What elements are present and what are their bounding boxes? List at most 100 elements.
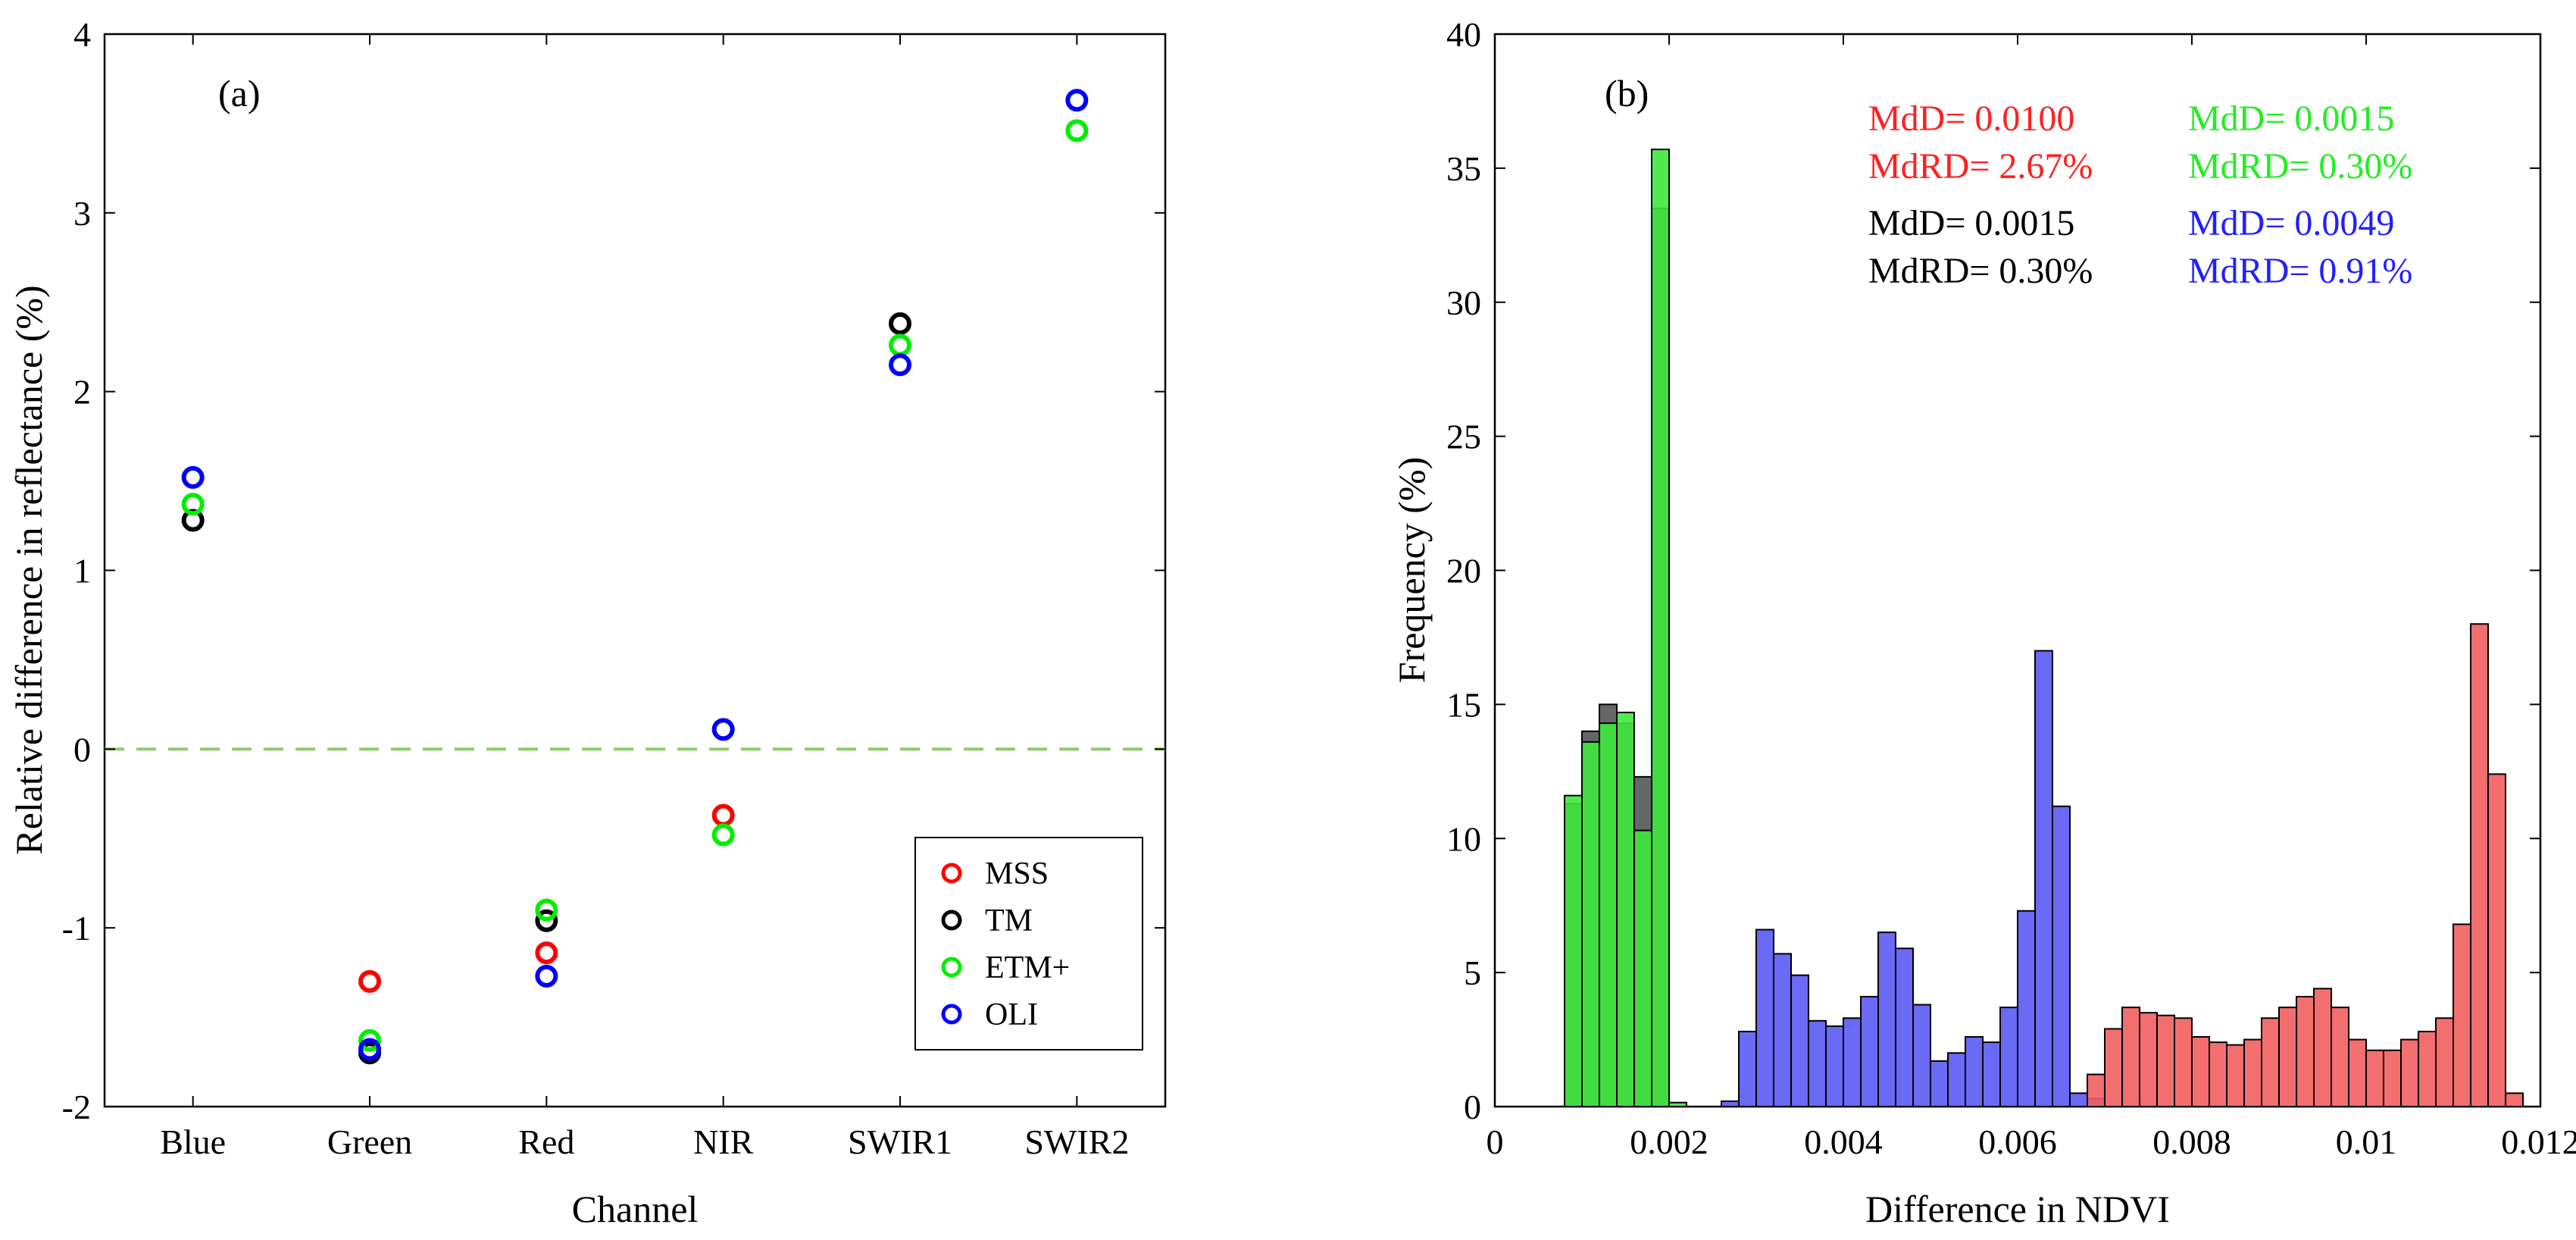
marker-etm-swir1 (889, 333, 911, 357)
panel-b-label: (b) (1605, 72, 1649, 114)
annotation-mdrd-0-30: MdRD= 0.30% (2188, 146, 2412, 186)
bar-oli (2034, 650, 2053, 1107)
y-tick-label: 10 (1446, 819, 1481, 858)
y-tick-label: 3 (73, 194, 91, 233)
panel-b-y-axis-label: Frequency (%) (1390, 457, 1433, 684)
bar-oli (1877, 932, 1896, 1107)
bar-mss (2348, 1038, 2367, 1107)
y-tick-label: 5 (1464, 953, 1481, 992)
bar-mss (2505, 1092, 2524, 1107)
marker-oli-red (535, 964, 558, 988)
bar-mss (2104, 1028, 2123, 1107)
bar-etm (1633, 829, 1652, 1107)
bar-oli (1930, 1060, 1949, 1108)
bar-mss (2139, 1012, 2158, 1107)
bar-mss (2435, 1017, 2454, 1107)
legend-marker-oli (941, 1004, 962, 1025)
bar-etm (1668, 1101, 1687, 1107)
x-tick-label: 0.004 (1804, 1123, 1883, 1161)
y-tick-label: 20 (1446, 552, 1481, 590)
bar-mss (2418, 1030, 2437, 1107)
bar-oli (1912, 1004, 1931, 1107)
marker-etm-blue (181, 493, 205, 516)
bar-etm (1564, 794, 1583, 1108)
bar-etm (1616, 711, 1635, 1107)
bar-oli (1738, 1030, 1757, 1107)
annotation-mdd-0-0015: MdD= 0.0015 (1868, 203, 2074, 243)
bar-oli (1721, 1100, 1740, 1108)
bar-mss (2243, 1038, 2262, 1107)
bar-mss (2174, 1017, 2193, 1107)
marker-etm-nir (711, 823, 735, 847)
panel-b-y-axis: 0 5 10 15 20 25 30 35 40 (1446, 15, 2540, 1126)
y-tick-label: 25 (1446, 418, 1481, 456)
x-tick-label: 0.012 (2501, 1123, 2576, 1161)
x-tick-label-swir1: SWIR1 (848, 1123, 952, 1161)
y-tick-label: 0 (73, 730, 91, 769)
bar-mss (2278, 1007, 2297, 1108)
bar-mss (2209, 1041, 2227, 1107)
y-tick-label: 1 (73, 552, 91, 590)
annotation-mdrd-2-67: MdRD= 2.67% (1868, 146, 2093, 186)
bar-mss (2400, 1038, 2419, 1107)
panel-a-markers (181, 89, 1089, 1065)
legend-label-etm: ETM+ (985, 950, 1070, 985)
bar-mss (2365, 1049, 2384, 1108)
bar-mss (2226, 1044, 2245, 1107)
panel-b-x-axis: 0 0.002 0.004 0.006 0.008 0.01 0.012 (1487, 34, 2576, 1161)
bar-mss (2313, 988, 2332, 1107)
bar-oli (2069, 1092, 2088, 1107)
bar-mss (2296, 995, 2315, 1108)
y-tick-label: 40 (1446, 15, 1481, 54)
bar-oli (1773, 953, 1792, 1108)
x-tick-label: 0 (1487, 1123, 1504, 1161)
marker-etm-red (535, 898, 558, 922)
marker-tm-red (535, 909, 558, 932)
marker-oli-swir2 (1065, 89, 1089, 112)
x-tick-label-swir2: SWIR2 (1024, 1123, 1129, 1161)
y-tick-label: 4 (73, 15, 91, 54)
bar-oli (1947, 1052, 1966, 1107)
panel-a-y-axis-label: Relative difference in reflectance (%) (8, 285, 50, 854)
panel-b-annotations: MdD= 0.0100 MdRD= 2.67% MdD= 0.0015 MdRD= 0… (1868, 99, 2412, 291)
x-tick-label-nir: NIR (693, 1123, 754, 1161)
bar-oli (1982, 1041, 2001, 1107)
x-tick-label: 0.006 (1978, 1123, 2057, 1161)
marker-etm-green (358, 1029, 381, 1052)
legend-marker-etm (941, 957, 962, 978)
panel-a-x-axis: Blue Green Red NIR SWIR1 SWIR2 (160, 34, 1129, 1161)
legend-label-oli: OLI (985, 997, 1038, 1032)
bar-oli (1895, 947, 1914, 1107)
bar-mss (2453, 923, 2471, 1107)
y-tick-label: 30 (1446, 283, 1481, 322)
panel-b-histogram-bars (1564, 149, 2524, 1108)
legend-marker-mss (941, 863, 962, 884)
bar-mss (2383, 1049, 2402, 1108)
y-tick-label: -2 (62, 1088, 91, 1126)
bar-oli (1790, 974, 1809, 1107)
marker-mss-red (535, 941, 558, 965)
x-tick-label-blue: Blue (160, 1123, 226, 1161)
annotation-mdd-0-0100: MdD= 0.0100 (1868, 99, 2074, 139)
y-tick-label: 35 (1446, 149, 1481, 188)
legend-label-mss: MSS (985, 856, 1049, 891)
marker-etm-swir2 (1065, 119, 1089, 142)
bar-mss (2087, 1073, 2106, 1108)
y-tick-label: -1 (62, 909, 91, 947)
bar-mss (2191, 1036, 2210, 1108)
legend-marker-tm (941, 910, 962, 931)
marker-oli-blue (181, 465, 205, 489)
x-tick-label: 0.002 (1630, 1123, 1708, 1161)
legend: MSS TM ETM+ OLI (914, 837, 1143, 1051)
panel-a-y-axis: -2 -1 0 1 2 3 4 (62, 15, 1165, 1126)
panel-b: 0 5 10 15 20 25 30 35 40 0 0.002 0.004 0.006 0.008 0.… (1390, 15, 2576, 1230)
bar-mss (2470, 623, 2489, 1107)
bar-oli (2052, 805, 2071, 1108)
bar-etm (1599, 722, 1618, 1107)
legend-box (914, 837, 1143, 1051)
marker-tm-swir1 (889, 312, 911, 336)
annotation-mdrd-0-91: MdRD= 0.91% (2188, 251, 2412, 291)
x-tick-label-green: Green (327, 1123, 412, 1161)
bar-oli (2017, 910, 2036, 1107)
